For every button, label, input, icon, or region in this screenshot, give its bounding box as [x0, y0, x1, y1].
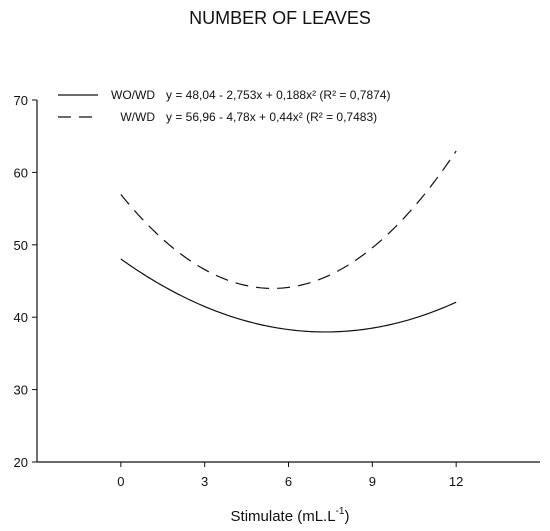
y-tick-label: 30: [14, 383, 28, 398]
x-tick-label: 6: [285, 474, 292, 489]
legend-equation-wo-wd: y = 48,04 - 2,753x + 0,188x² (R² = 0,787…: [166, 88, 390, 102]
y-tick-label: 70: [14, 93, 28, 108]
chart-title: NUMBER OF LEAVES: [189, 8, 371, 28]
legend-label-wo-wd: WO/WD: [111, 88, 155, 102]
x-axis-label-text: Stimulate (mL.L: [231, 508, 336, 525]
y-tick-label: 50: [14, 238, 28, 253]
x-tick-label: 9: [369, 474, 376, 489]
x-tick-label: 12: [449, 474, 463, 489]
y-tick-label: 60: [14, 165, 28, 180]
x-tick-label: 3: [201, 474, 208, 489]
x-axis-ticks: 0 3 6 9 12: [117, 462, 463, 489]
x-axis-label: Stimulate (mL.L-1): [231, 506, 350, 525]
legend-equation-w-wd: y = 56,96 - 4,78x + 0,44x² (R² = 0,7483): [166, 110, 377, 124]
y-tick-label: 20: [14, 455, 28, 470]
legend: WO/WD y = 48,04 - 2,753x + 0,188x² (R² =…: [58, 88, 390, 124]
x-axis-label-exponent: -1: [336, 506, 345, 517]
y-tick-label: 40: [14, 310, 28, 325]
x-tick-label: 0: [117, 474, 124, 489]
x-axis-label-close: ): [344, 508, 349, 525]
curve-wo-wd: [120, 258, 457, 333]
y-axis-ticks: 20 30 40 50 60 70: [14, 93, 37, 470]
curve-w-wd: [120, 150, 457, 290]
legend-label-w-wd: W/WD: [120, 110, 155, 124]
